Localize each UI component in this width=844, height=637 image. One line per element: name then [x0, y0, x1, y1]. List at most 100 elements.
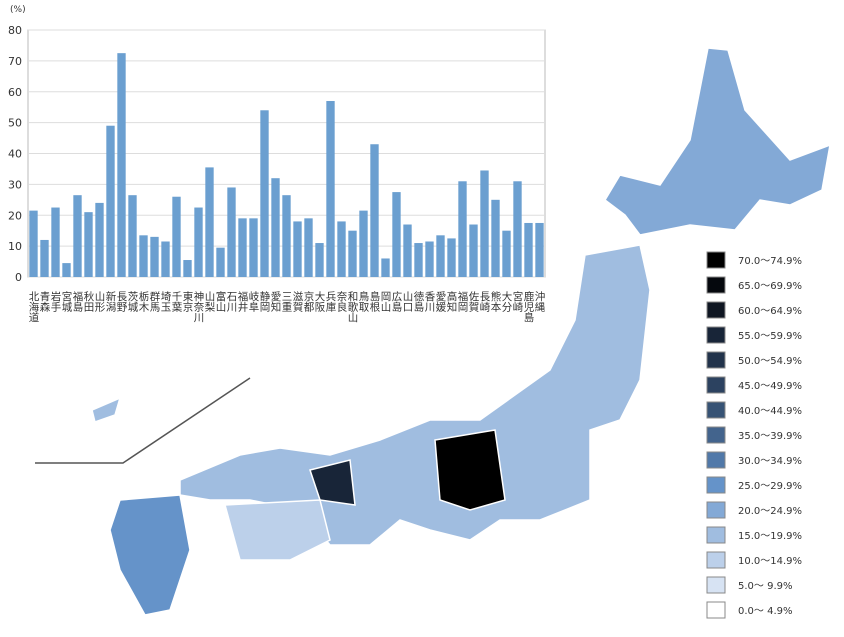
bar [304, 218, 313, 277]
x-tick-label: 富山 [215, 290, 227, 312]
x-tick-label: 福岡 [457, 290, 469, 313]
bar [128, 195, 137, 277]
x-tick-label: 山口 [402, 291, 414, 312]
bar [293, 221, 302, 277]
inset-divider [35, 377, 251, 464]
bar [117, 53, 126, 277]
x-tick-label: 埼玉 [160, 290, 172, 312]
y-tick-label: 80 [8, 24, 22, 37]
legend-label: 35.0～39.9% [738, 431, 802, 442]
bar [480, 170, 489, 277]
x-tick-label: 香川 [424, 291, 436, 312]
kyushu [109, 494, 191, 616]
x-tick-label: 福井 [237, 290, 249, 313]
bar [359, 210, 368, 277]
x-tick-label: 群馬 [149, 290, 161, 313]
x-tick-label: 京都 [303, 290, 315, 313]
x-tick-label: 茨城 [127, 290, 139, 313]
x-tick-label: 山梨 [204, 291, 216, 313]
bar [271, 178, 280, 277]
legend-swatch [706, 301, 726, 319]
x-tick-label: 愛媛 [435, 290, 447, 313]
y-tick-label: 20 [8, 209, 22, 222]
honshu [179, 244, 651, 546]
legend-swatch [706, 276, 726, 294]
bar [370, 144, 379, 277]
bar [403, 224, 412, 277]
x-tick-label: 大阪 [314, 290, 326, 313]
bar [491, 199, 500, 277]
hyogo [309, 459, 356, 506]
hokkaido [604, 47, 831, 236]
x-tick-label: 大分 [501, 290, 513, 313]
x-tick-label: 静岡 [259, 290, 271, 313]
legend-label: 70.0～74.9% [738, 256, 802, 267]
bar [348, 230, 357, 277]
bar [106, 125, 115, 278]
bar [535, 222, 544, 277]
y-tick-label: 60 [8, 86, 22, 99]
bar [326, 101, 335, 277]
legend-swatch [706, 576, 726, 594]
nagano [434, 429, 506, 511]
x-tick-label: 北海道 [28, 291, 40, 323]
y-tick-label: 30 [8, 178, 22, 191]
y-tick-label: 50 [8, 117, 22, 130]
bar [40, 239, 49, 277]
bar [216, 247, 225, 277]
bar [205, 167, 214, 277]
x-tick-label: 福島 [72, 290, 84, 313]
bar [513, 181, 522, 277]
bar [183, 260, 192, 277]
x-tick-label: 滋賀 [292, 290, 304, 313]
legend-label: 50.0～54.9% [738, 356, 802, 367]
x-tick-label: 新潟 [105, 290, 117, 313]
bar [95, 202, 104, 277]
legend-swatch [706, 426, 726, 444]
x-tick-label: 三重 [281, 291, 293, 312]
legend-label: 20.0～24.9% [738, 506, 802, 517]
legend-swatch [706, 601, 726, 619]
bar [469, 224, 478, 277]
bar [172, 196, 181, 277]
x-tick-label: 和歌山 [347, 291, 359, 323]
x-tick-label: 広島 [391, 290, 403, 313]
bar [447, 238, 456, 277]
x-tick-label: 佐賀 [468, 290, 480, 313]
x-tick-label: 千葉 [171, 291, 183, 313]
bar [502, 230, 511, 277]
legend-swatch [706, 376, 726, 394]
x-tick-label: 栃木 [138, 290, 150, 313]
bar [29, 210, 38, 277]
x-tick-label: 山形 [94, 291, 106, 313]
bar [51, 207, 60, 277]
bar [227, 187, 236, 277]
bar [260, 110, 269, 278]
legend-label: 45.0～49.9% [738, 381, 802, 392]
bar [425, 241, 434, 277]
legend-swatch [706, 526, 726, 544]
bar [84, 212, 93, 277]
legend-swatch [706, 326, 726, 344]
x-tick-label: 沖縄 [534, 290, 546, 312]
legend-label: 15.0～19.9% [738, 531, 802, 542]
legend-label: 65.0～69.9% [738, 281, 802, 292]
x-tick-label: 高知 [446, 290, 458, 312]
x-tick-label: 岐阜 [248, 290, 260, 313]
bar [315, 243, 324, 277]
legend-swatch [706, 451, 726, 469]
bar [249, 218, 258, 277]
bar [161, 241, 170, 277]
legend-label: 25.0～29.9% [738, 481, 802, 492]
legend-swatch [706, 351, 726, 369]
legend-label: 60.0～64.9% [738, 306, 802, 317]
bar [414, 243, 423, 277]
legend-swatch [706, 401, 726, 419]
y-unit: (%) [10, 5, 26, 15]
x-tick-label: 秋田 [83, 290, 95, 312]
legend-label: 40.0～44.9% [738, 406, 802, 417]
bar [458, 181, 467, 277]
legend-label: 30.0～34.9% [738, 456, 802, 467]
x-tick-label: 岩手 [50, 290, 62, 313]
legend-swatch [706, 251, 726, 269]
